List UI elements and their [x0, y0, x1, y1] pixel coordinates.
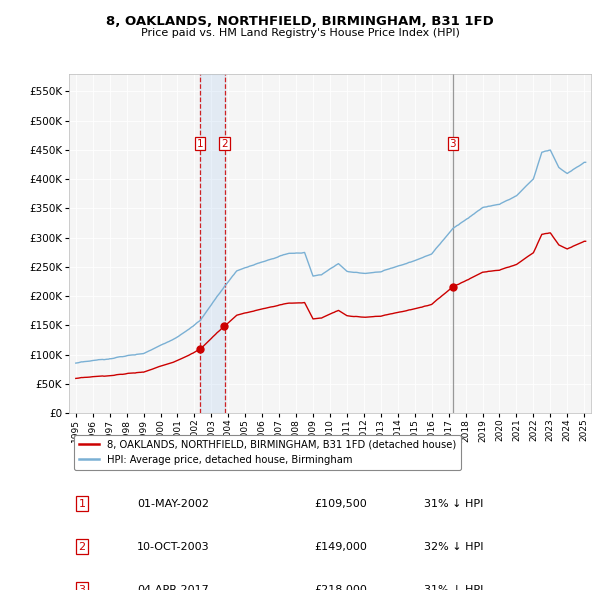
Text: 3: 3: [449, 139, 456, 149]
Text: 1: 1: [79, 499, 86, 509]
Legend: 8, OAKLANDS, NORTHFIELD, BIRMINGHAM, B31 1FD (detached house), HPI: Average pric: 8, OAKLANDS, NORTHFIELD, BIRMINGHAM, B31…: [74, 434, 461, 470]
Bar: [200, 74, 224, 413]
Text: 2: 2: [79, 542, 86, 552]
Text: 04-APR-2017: 04-APR-2017: [137, 585, 209, 590]
Text: 2: 2: [221, 139, 228, 149]
Text: £218,000: £218,000: [314, 585, 367, 590]
Text: 8, OAKLANDS, NORTHFIELD, BIRMINGHAM, B31 1FD: 8, OAKLANDS, NORTHFIELD, BIRMINGHAM, B31…: [106, 15, 494, 28]
Text: £109,500: £109,500: [314, 499, 367, 509]
Text: £149,000: £149,000: [314, 542, 367, 552]
Text: 1: 1: [197, 139, 203, 149]
Text: Price paid vs. HM Land Registry's House Price Index (HPI): Price paid vs. HM Land Registry's House …: [140, 28, 460, 38]
Text: 01-MAY-2002: 01-MAY-2002: [137, 499, 209, 509]
Text: 3: 3: [79, 585, 86, 590]
Text: 32% ↓ HPI: 32% ↓ HPI: [424, 542, 484, 552]
Text: 31% ↓ HPI: 31% ↓ HPI: [424, 499, 484, 509]
Text: 31% ↓ HPI: 31% ↓ HPI: [424, 585, 484, 590]
Text: 10-OCT-2003: 10-OCT-2003: [137, 542, 209, 552]
